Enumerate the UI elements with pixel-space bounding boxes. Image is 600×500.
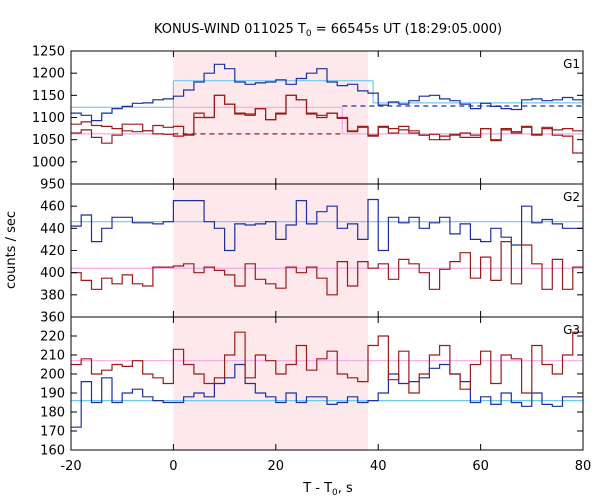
shaded-interval [173,184,368,317]
y-tick-label: 460 [40,200,65,215]
series-blue-0 [71,363,583,428]
y-tick-label: 360 [40,311,65,326]
y-tick-label: 1050 [32,133,65,148]
panel-content [71,51,583,184]
y-tick-label: 170 [40,425,65,440]
chart-title: KONUS-WIND 011025 T0 = 66545s UT (18:29:… [154,22,502,39]
series-blue-0 [71,198,583,252]
y-tick-label: 1100 [32,111,65,126]
title-main: KONUS-WIND 011025 T [154,22,306,37]
x-axis-label: T - T0, s [302,481,353,498]
series-red-1 [71,241,583,296]
panel-label: G3 [563,323,580,337]
panel-g2: 360 380 400 420 440 460 G2 [40,183,584,326]
xlabel-subscript: 0 [332,488,338,498]
y-tick-label: 1250 [32,45,65,60]
y-tick-label: 1150 [32,89,65,104]
series-red-2 [71,94,583,154]
panel-content [71,317,583,450]
y-tick-label: 200 [40,368,65,383]
xlabel-main: T - T [302,481,332,496]
series-blue-0 [71,63,583,122]
y-tick-label: 220 [40,330,65,345]
x-tick-label: 0 [169,459,177,474]
y-tick-label: 1200 [32,67,65,82]
y-tick-label: 400 [40,266,65,281]
series-red-1 [71,331,583,394]
x-tick-label: 40 [370,459,387,474]
y-tick-label: 420 [40,244,65,259]
x-tick-label: 60 [472,459,489,474]
y-tick-label: 950 [40,178,65,193]
x-tick-label: -20 [60,459,81,474]
y-tick-label: 380 [40,288,65,303]
plot-area: 950100010501100115012001250G136038040042… [32,45,591,475]
panel-label: G2 [563,190,580,204]
y-tick-label: 180 [40,406,65,421]
shaded-interval [173,317,368,450]
y-axis-label: counts / sec [4,211,19,289]
panel-label: G1 [563,57,580,71]
panel-content [71,184,583,317]
y-tick-label: 1000 [32,155,65,170]
panel-g3: 160 170 180 190 200 210 220 G3 [40,316,584,459]
y-tick-label: 440 [40,222,65,237]
y-tick-label: 160 [40,444,65,459]
x-tick-label: 20 [268,459,285,474]
panel-g1: 950 1000 1050 1100 1150 1200 1250 G1 [32,45,584,193]
x-tick-label: 80 [575,459,592,474]
y-tick-label: 190 [40,387,65,402]
title-subscript: 0 [306,29,312,39]
xlabel-rest: , s [338,481,353,496]
panel-frame [70,316,584,451]
y-tick-label: 210 [40,349,65,364]
title-rest: = 66545s UT (18:29:05.000) [312,22,502,37]
